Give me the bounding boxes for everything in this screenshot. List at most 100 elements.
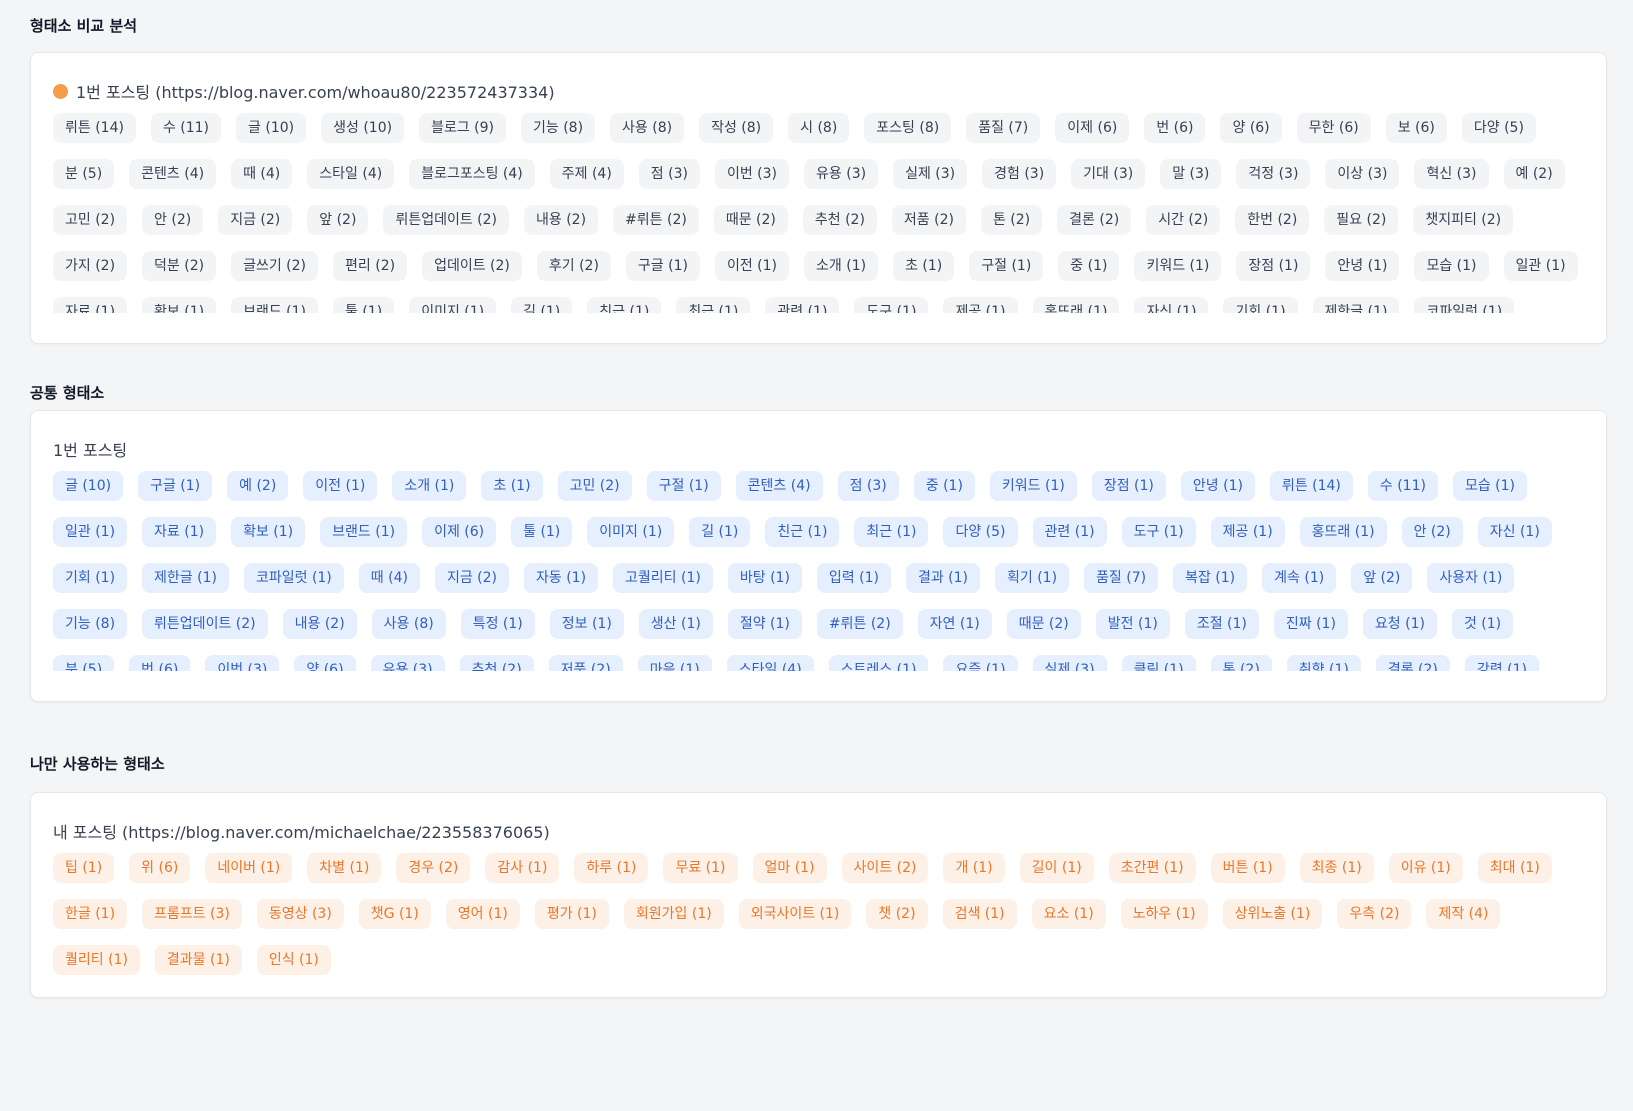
morpheme-tag: 혁신 (3) (1414, 159, 1489, 189)
common-card: 1번 포스팅 글 (10) 구글 (1) 예 (2) 이전 (1) 소개 (1) 초 (1… (30, 410, 1607, 702)
morpheme-tag: 구절 (1) (646, 471, 721, 501)
morpheme-tag: 결론 (2) (1375, 655, 1450, 671)
morpheme-tag: 사용 (8) (371, 609, 446, 639)
morpheme-tag: 뤼튼 (14) (1269, 471, 1353, 501)
morpheme-tag: 자신 (1) (1477, 517, 1552, 547)
morpheme-tag: 안녕 (1) (1180, 471, 1255, 501)
orange-dot-icon (53, 83, 68, 99)
morpheme-tag: 챗 (2) (866, 899, 928, 929)
morpheme-tag: 바탕 (1) (727, 563, 802, 593)
card-label: 1번 포스팅 (53, 441, 128, 460)
morpheme-tag: 브랜드 (1) (231, 297, 319, 313)
card-label: 내 포스팅 (https://blog.naver.com/michaelcha… (53, 823, 550, 842)
morpheme-tag: 차별 (1) (307, 853, 382, 883)
morpheme-tag: 예 (2) (227, 471, 289, 501)
section-title-unique: 나만 사용하는 형태소 (30, 755, 165, 773)
morpheme-tag: 이상 (3) (1325, 159, 1400, 189)
morpheme-tag: 검색 (1) (942, 899, 1017, 929)
morpheme-tag: 결과물 (1) (154, 945, 242, 975)
morpheme-tag: 점 (3) (638, 159, 700, 189)
morpheme-tag: 키워드 (1) (989, 471, 1077, 501)
morpheme-tag: 이미지 (1) (409, 297, 497, 313)
morpheme-tag: 글쓰기 (2) (231, 251, 319, 281)
morpheme-tag: 덕분 (2) (142, 251, 217, 281)
morpheme-tag: 요즘 (1) (943, 655, 1018, 671)
morpheme-tag: 유용 (3) (370, 655, 445, 671)
morpheme-tag: 다양 (5) (943, 517, 1018, 547)
morpheme-tag: 생성 (10) (321, 113, 405, 143)
morpheme-tag: 예 (2) (1503, 159, 1565, 189)
morpheme-tag: 안녕 (1) (1325, 251, 1400, 281)
morpheme-tag: 가지 (2) (53, 251, 128, 281)
morpheme-tag: 키워드 (1) (1134, 251, 1222, 281)
morpheme-tag: 발전 (1) (1095, 609, 1170, 639)
morpheme-tag: 동영상 (3) (256, 899, 344, 929)
compare-card: 1번 포스팅 (https://blog.naver.com/whoau80/2… (30, 52, 1607, 344)
morpheme-tag: 일관 (1) (1503, 251, 1578, 281)
morpheme-tag: 때문 (2) (1006, 609, 1081, 639)
morpheme-tag: 이제 (6) (422, 517, 497, 547)
morpheme-tag: 수 (11) (1367, 471, 1438, 501)
morpheme-tag: 계속 (1) (1262, 563, 1337, 593)
morpheme-tag: 생산 (1) (638, 609, 713, 639)
morpheme-tag: #뤼튼 (2) (613, 205, 699, 235)
morpheme-tag: 업데이트 (2) (422, 251, 522, 281)
morpheme-tag: 품질 (7) (966, 113, 1041, 143)
morpheme-tag: 취향 (1) (1286, 655, 1361, 671)
morpheme-tag: 지금 (2) (218, 205, 293, 235)
morpheme-tag: 이번 (3) (714, 159, 790, 189)
morpheme-tag: 이유 (1) (1388, 853, 1463, 883)
morpheme-tag: 결과 (1) (905, 563, 980, 593)
card-label: 1번 포스팅 (https://blog.naver.com/whoau80/2… (76, 83, 555, 102)
morpheme-tag: 사용 (8) (610, 113, 685, 143)
morpheme-tag: 고민 (2) (53, 205, 128, 235)
morpheme-tag: 걱정 (3) (1236, 159, 1311, 189)
section-title-compare: 형태소 비교 분석 (30, 17, 138, 35)
morpheme-tag: 저품 (2) (891, 205, 966, 235)
morpheme-tag: 내용 (2) (282, 609, 357, 639)
morpheme-tag: 소개 (1) (392, 471, 467, 501)
morpheme-tag: 분 (5) (53, 655, 115, 671)
morpheme-tag: 조절 (1) (1184, 609, 1259, 639)
morpheme-tag: 제한글 (1) (1312, 297, 1400, 313)
morpheme-tag: 기대 (3) (1071, 159, 1146, 189)
tag-list[interactable]: 뤼튼 (14) 수 (11) 글 (10) 생성 (10) 블로그 (9) 기능 (8) 사… (53, 113, 1584, 313)
morpheme-tag: 말 (3) (1160, 159, 1222, 189)
morpheme-tag: 회원가입 (1) (623, 899, 724, 929)
tag-list[interactable]: 팁 (1) 위 (6) 네이버 (1) 차별 (1) 경우 (2) 감사 (1) 하루 (1… (53, 853, 1584, 975)
morpheme-tag: 필요 (2) (1324, 205, 1399, 235)
tag-list[interactable]: 글 (10) 구글 (1) 예 (2) 이전 (1) 소개 (1) 초 (1) 고민 (2)… (53, 471, 1584, 671)
morpheme-tag: 구절 (1) (969, 251, 1044, 281)
morpheme-tag: 주제 (4) (549, 159, 624, 189)
morpheme-tag: 한번 (2) (1235, 205, 1310, 235)
morpheme-tag: 모습 (1) (1414, 251, 1489, 281)
card-header: 1번 포스팅 (https://blog.naver.com/whoau80/2… (53, 77, 1584, 105)
morpheme-tag: 일관 (1) (53, 517, 128, 547)
morpheme-tag: 콘텐츠 (4) (735, 471, 823, 501)
morpheme-tag: 사이트 (2) (841, 853, 929, 883)
morpheme-tag: 초 (1) (893, 251, 955, 281)
morpheme-tag: 포스팅 (8) (864, 113, 952, 143)
morpheme-tag: 자동 (1) (524, 563, 599, 593)
morpheme-tag: 초간편 (1) (1108, 853, 1196, 883)
morpheme-tag: 저품 (2) (548, 655, 623, 671)
morpheme-tag: 요소 (1) (1031, 899, 1106, 929)
morpheme-tag: 수 (11) (150, 113, 222, 143)
morpheme-tag: 실제 (3) (1032, 655, 1107, 671)
morpheme-tag: 특정 (1) (460, 609, 535, 639)
morpheme-tag: 구글 (1) (625, 251, 700, 281)
unique-card: 내 포스팅 (https://blog.naver.com/michaelcha… (30, 792, 1607, 998)
morpheme-tag: 친근 (1) (587, 297, 662, 313)
morpheme-tag: 프롬프트 (3) (142, 899, 242, 929)
morpheme-tag: 길 (1) (689, 517, 751, 547)
morpheme-tag: 모습 (1) (1452, 471, 1528, 501)
morpheme-tag: 블로그포스팅 (4) (409, 159, 535, 189)
morpheme-tag: 인식 (1) (256, 945, 331, 975)
morpheme-tag: 강력 (1) (1464, 655, 1539, 671)
morpheme-tag: 노하우 (1) (1120, 899, 1208, 929)
morpheme-tag: 톤 (2) (980, 205, 1043, 235)
morpheme-tag: 다양 (5) (1461, 113, 1536, 143)
morpheme-tag: 번 (6) (1144, 113, 1206, 143)
morpheme-tag: 친근 (1) (765, 517, 840, 547)
morpheme-tag: 때 (4) (358, 563, 420, 593)
